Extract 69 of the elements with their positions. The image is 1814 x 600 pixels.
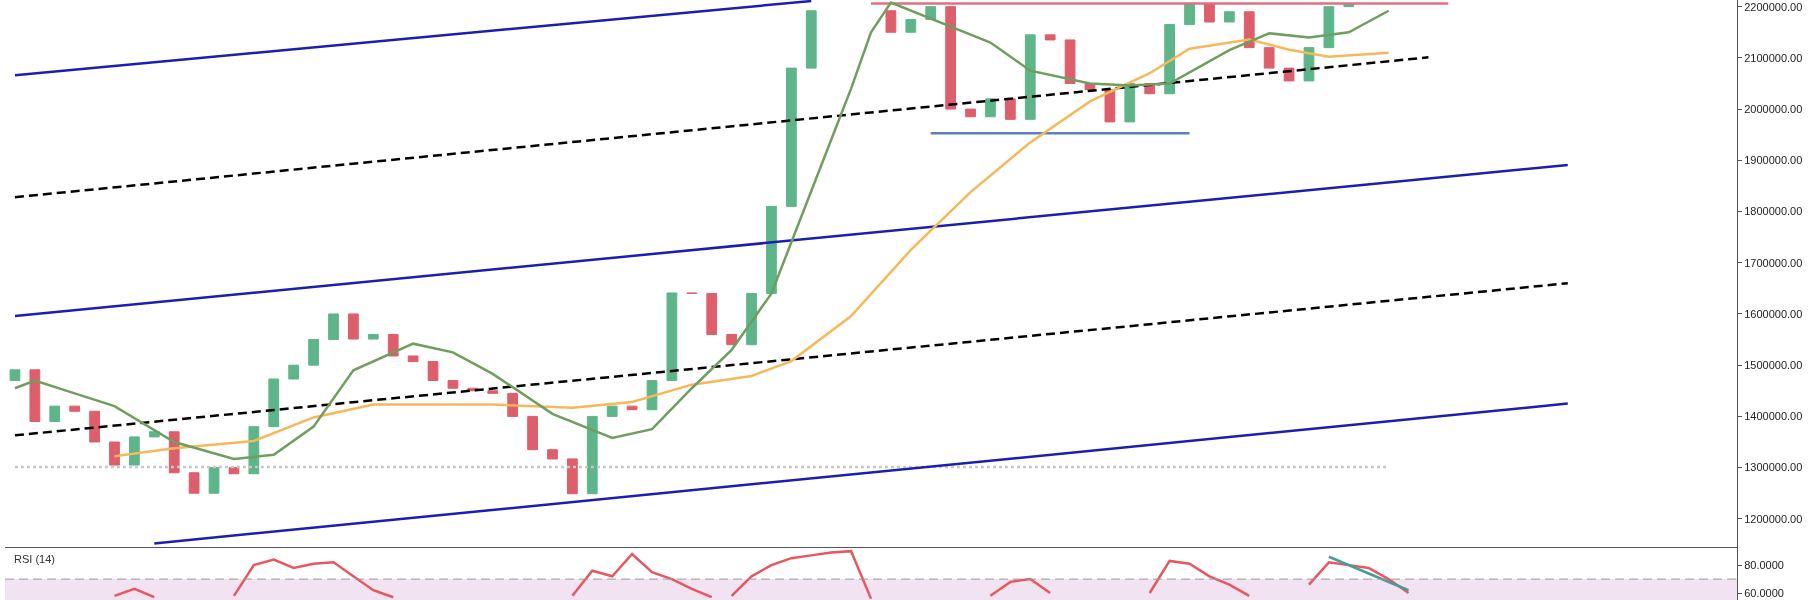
y-tick-label: 1900000.00 [1744, 154, 1803, 167]
candlestick [1204, 3, 1215, 23]
candlestick [1004, 98, 1016, 120]
candlestick [646, 380, 658, 411]
candlestick [89, 410, 100, 443]
candlestick [308, 339, 319, 366]
candlestick [1184, 3, 1195, 26]
y-tick-label: 1200000.00 [1744, 512, 1803, 525]
candlestick [1104, 89, 1116, 123]
line-series [989, 577, 1052, 598]
y-tick-label: 1700000.00 [1744, 256, 1803, 269]
candlestick [547, 449, 558, 460]
candlestick [586, 415, 598, 495]
candlestick [1024, 34, 1036, 120]
candlestick [129, 436, 140, 466]
candlestick [746, 292, 757, 346]
candlestick [1223, 11, 1235, 23]
candlestick [985, 98, 996, 118]
candlestick [288, 364, 300, 380]
candlestick [29, 369, 41, 423]
candlestick [188, 472, 200, 494]
y-tick-label: 80.0000 [1744, 558, 1784, 571]
y-tick-label: 60.0000 [1744, 586, 1784, 599]
candlestick [208, 467, 220, 494]
candlestick [427, 361, 439, 382]
candlestick [905, 18, 917, 33]
candlestick [885, 10, 897, 33]
candlestick [527, 415, 538, 451]
line-series [1148, 559, 1251, 598]
y-tick-label: 1500000.00 [1744, 359, 1803, 372]
candlestick [447, 380, 459, 389]
y-tick-label: 1400000.00 [1744, 410, 1803, 423]
candlestick [606, 405, 618, 417]
candlestick [268, 378, 280, 428]
y-tick-label: 2100000.00 [1744, 51, 1803, 64]
candlestick [1064, 39, 1076, 84]
candlestick [766, 205, 777, 294]
line-series [13, 1, 1390, 461]
candlestick [666, 292, 678, 382]
candlestick [148, 431, 160, 438]
y-tick-label: 1300000.00 [1744, 461, 1803, 474]
candlestick [1044, 34, 1056, 41]
candlestick [49, 405, 61, 423]
y-tick-label: 2200000.00 [1744, 0, 1803, 13]
y-tick-label: 2000000.00 [1744, 102, 1803, 115]
candlestick [328, 313, 339, 341]
candlestick [1164, 24, 1175, 95]
line-series [113, 38, 1390, 458]
candlestick [1323, 6, 1335, 49]
candlestick [567, 458, 578, 495]
line-series [571, 552, 713, 599]
candlestick [407, 355, 419, 363]
line-series [232, 558, 395, 599]
candlestick [965, 108, 976, 118]
candlestick [109, 441, 120, 466]
line-series [730, 549, 873, 600]
candlestick [487, 390, 499, 394]
candlestick [945, 6, 957, 110]
text: RSI (14) [14, 553, 55, 565]
candlestick [1263, 47, 1275, 69]
candlestick [367, 333, 379, 340]
candlestick [69, 405, 81, 412]
candlestick [805, 10, 817, 69]
candlestick [9, 369, 21, 382]
y-tick-label: 1800000.00 [1744, 205, 1803, 218]
candlestick [706, 292, 718, 335]
candlestick [785, 67, 797, 207]
candlestick [348, 313, 359, 340]
y-tick-label: 1600000.00 [1744, 307, 1803, 320]
